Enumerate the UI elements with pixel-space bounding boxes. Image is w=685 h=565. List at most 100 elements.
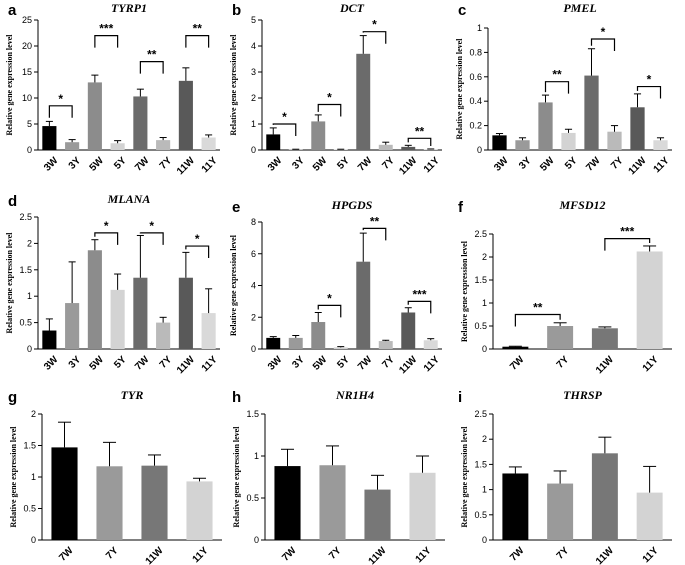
bar-11W [591,453,618,540]
bar-11Y [636,251,663,349]
x-tick-label: 7W [57,545,76,564]
x-tick-label: 5Y [112,354,129,371]
x-tick-label: 3Y [290,155,307,172]
x-tick-label: 11Y [652,155,672,175]
bar-7W [502,346,529,349]
significance-bracket [362,227,387,241]
y-tick-label: 0 [27,145,32,155]
y-tick-label: 2.5 [474,409,487,419]
y-tick-label: 1.5 [474,459,487,469]
bar-11Y [653,140,668,150]
significance-label: ** [370,214,380,228]
x-tick-label: 5Y [335,354,352,371]
y-tick-label: 1 [31,472,36,482]
y-tick-label: 2.5 [474,229,487,239]
x-tick-label: 7W [508,354,527,373]
x-tick-label: 3W [42,354,61,373]
gene-title: TYR [121,388,144,402]
y-tick-label: 0.2 [469,121,482,131]
panel-h: h NR1H4 Relative gene expression level 0 0.5… [232,388,445,565]
y-tick-label: 5 [251,15,256,25]
x-tick-label: 7Y [380,155,397,172]
bar-7W [356,53,371,150]
x-tick-label: 3Y [290,354,307,371]
y-axis-label: Relative gene expression level [9,426,18,528]
significance-bracket [514,313,561,327]
significance-bracket [94,35,119,48]
bar-7W [133,277,148,349]
x-tick-label: 3W [42,155,61,174]
bar-5W [538,102,553,150]
x-tick-label: 7Y [555,354,572,371]
significance-label: * [327,291,332,305]
bar-7Y [378,341,393,349]
y-tick-label: 0.5 [474,321,487,331]
x-tick-label: 11Y [200,155,220,175]
y-axis-label: Relative gene expression level [5,232,14,334]
bar-11W [401,312,416,349]
significance-label: *** [99,22,113,36]
significance-label: * [282,110,287,124]
x-tick-label: 7Y [327,545,344,562]
significance-label: * [327,91,332,105]
bar-3Y [65,303,80,349]
y-tick-label: 0.8 [469,47,482,57]
y-tick-label: 0 [482,535,487,545]
y-tick-label: 0 [27,344,32,354]
bar-5W [311,121,326,150]
y-tick-label: 0 [251,145,256,155]
bar-5Y [333,347,348,349]
bar-5W [87,82,102,150]
gene-title: THRSP [563,388,602,402]
y-tick-label: 0.5 [19,318,32,328]
x-tick-label: 7W [133,155,152,174]
bar-11W [178,80,193,150]
x-tick-label: 11Y [422,155,442,175]
bar-7W [356,261,371,349]
x-tick-label: 7W [508,545,527,564]
significance-label: *** [412,287,426,301]
y-tick-label: 0 [251,344,256,354]
bar-5W [87,250,102,349]
y-axis-label: Relative gene expression level [229,34,238,136]
y-tick-label: 1.5 [19,265,32,275]
significance-bracket [48,105,73,118]
bar-7Y [156,322,171,349]
x-tick-label: 5W [311,354,330,373]
x-tick-label: 7W [280,545,299,564]
y-tick-label: 4 [251,281,256,291]
bar-7Y [547,483,574,540]
bar-5W [311,322,326,349]
bar-7Y [547,326,574,349]
y-tick-label: 1.5 [23,441,36,451]
gene-title: TYRP1 [111,1,147,15]
y-tick-label: 2 [251,93,256,103]
significance-bracket [139,61,164,74]
x-tick-label: 11W [594,354,616,376]
y-tick-label: 0.4 [469,96,482,106]
gene-title: MLANA [107,192,151,206]
y-axis-label: Relative gene expression level [5,34,14,136]
bar-11W [141,465,168,540]
y-tick-label: 1.5 [246,409,259,419]
x-tick-label: 11W [397,155,419,177]
significance-bracket [94,232,119,245]
significance-label: ** [193,22,203,36]
bar-5Y [333,149,348,150]
y-tick-label: 20 [22,41,32,51]
significance-label: ** [552,68,562,82]
significance-bracket [590,38,616,51]
bar-7Y [607,131,622,150]
y-tick-label: 0 [477,145,482,155]
x-tick-label: 7Y [158,155,175,172]
x-tick-label: 5Y [563,155,580,172]
bar-11Y [409,472,436,540]
x-tick-label: 5W [538,155,557,174]
y-tick-label: 10 [22,93,32,103]
y-tick-label: 1 [482,485,487,495]
y-tick-label: 2 [27,238,32,248]
significance-label: * [149,219,154,233]
y-tick-label: 0.6 [469,72,482,82]
x-tick-label: 11W [594,545,616,565]
